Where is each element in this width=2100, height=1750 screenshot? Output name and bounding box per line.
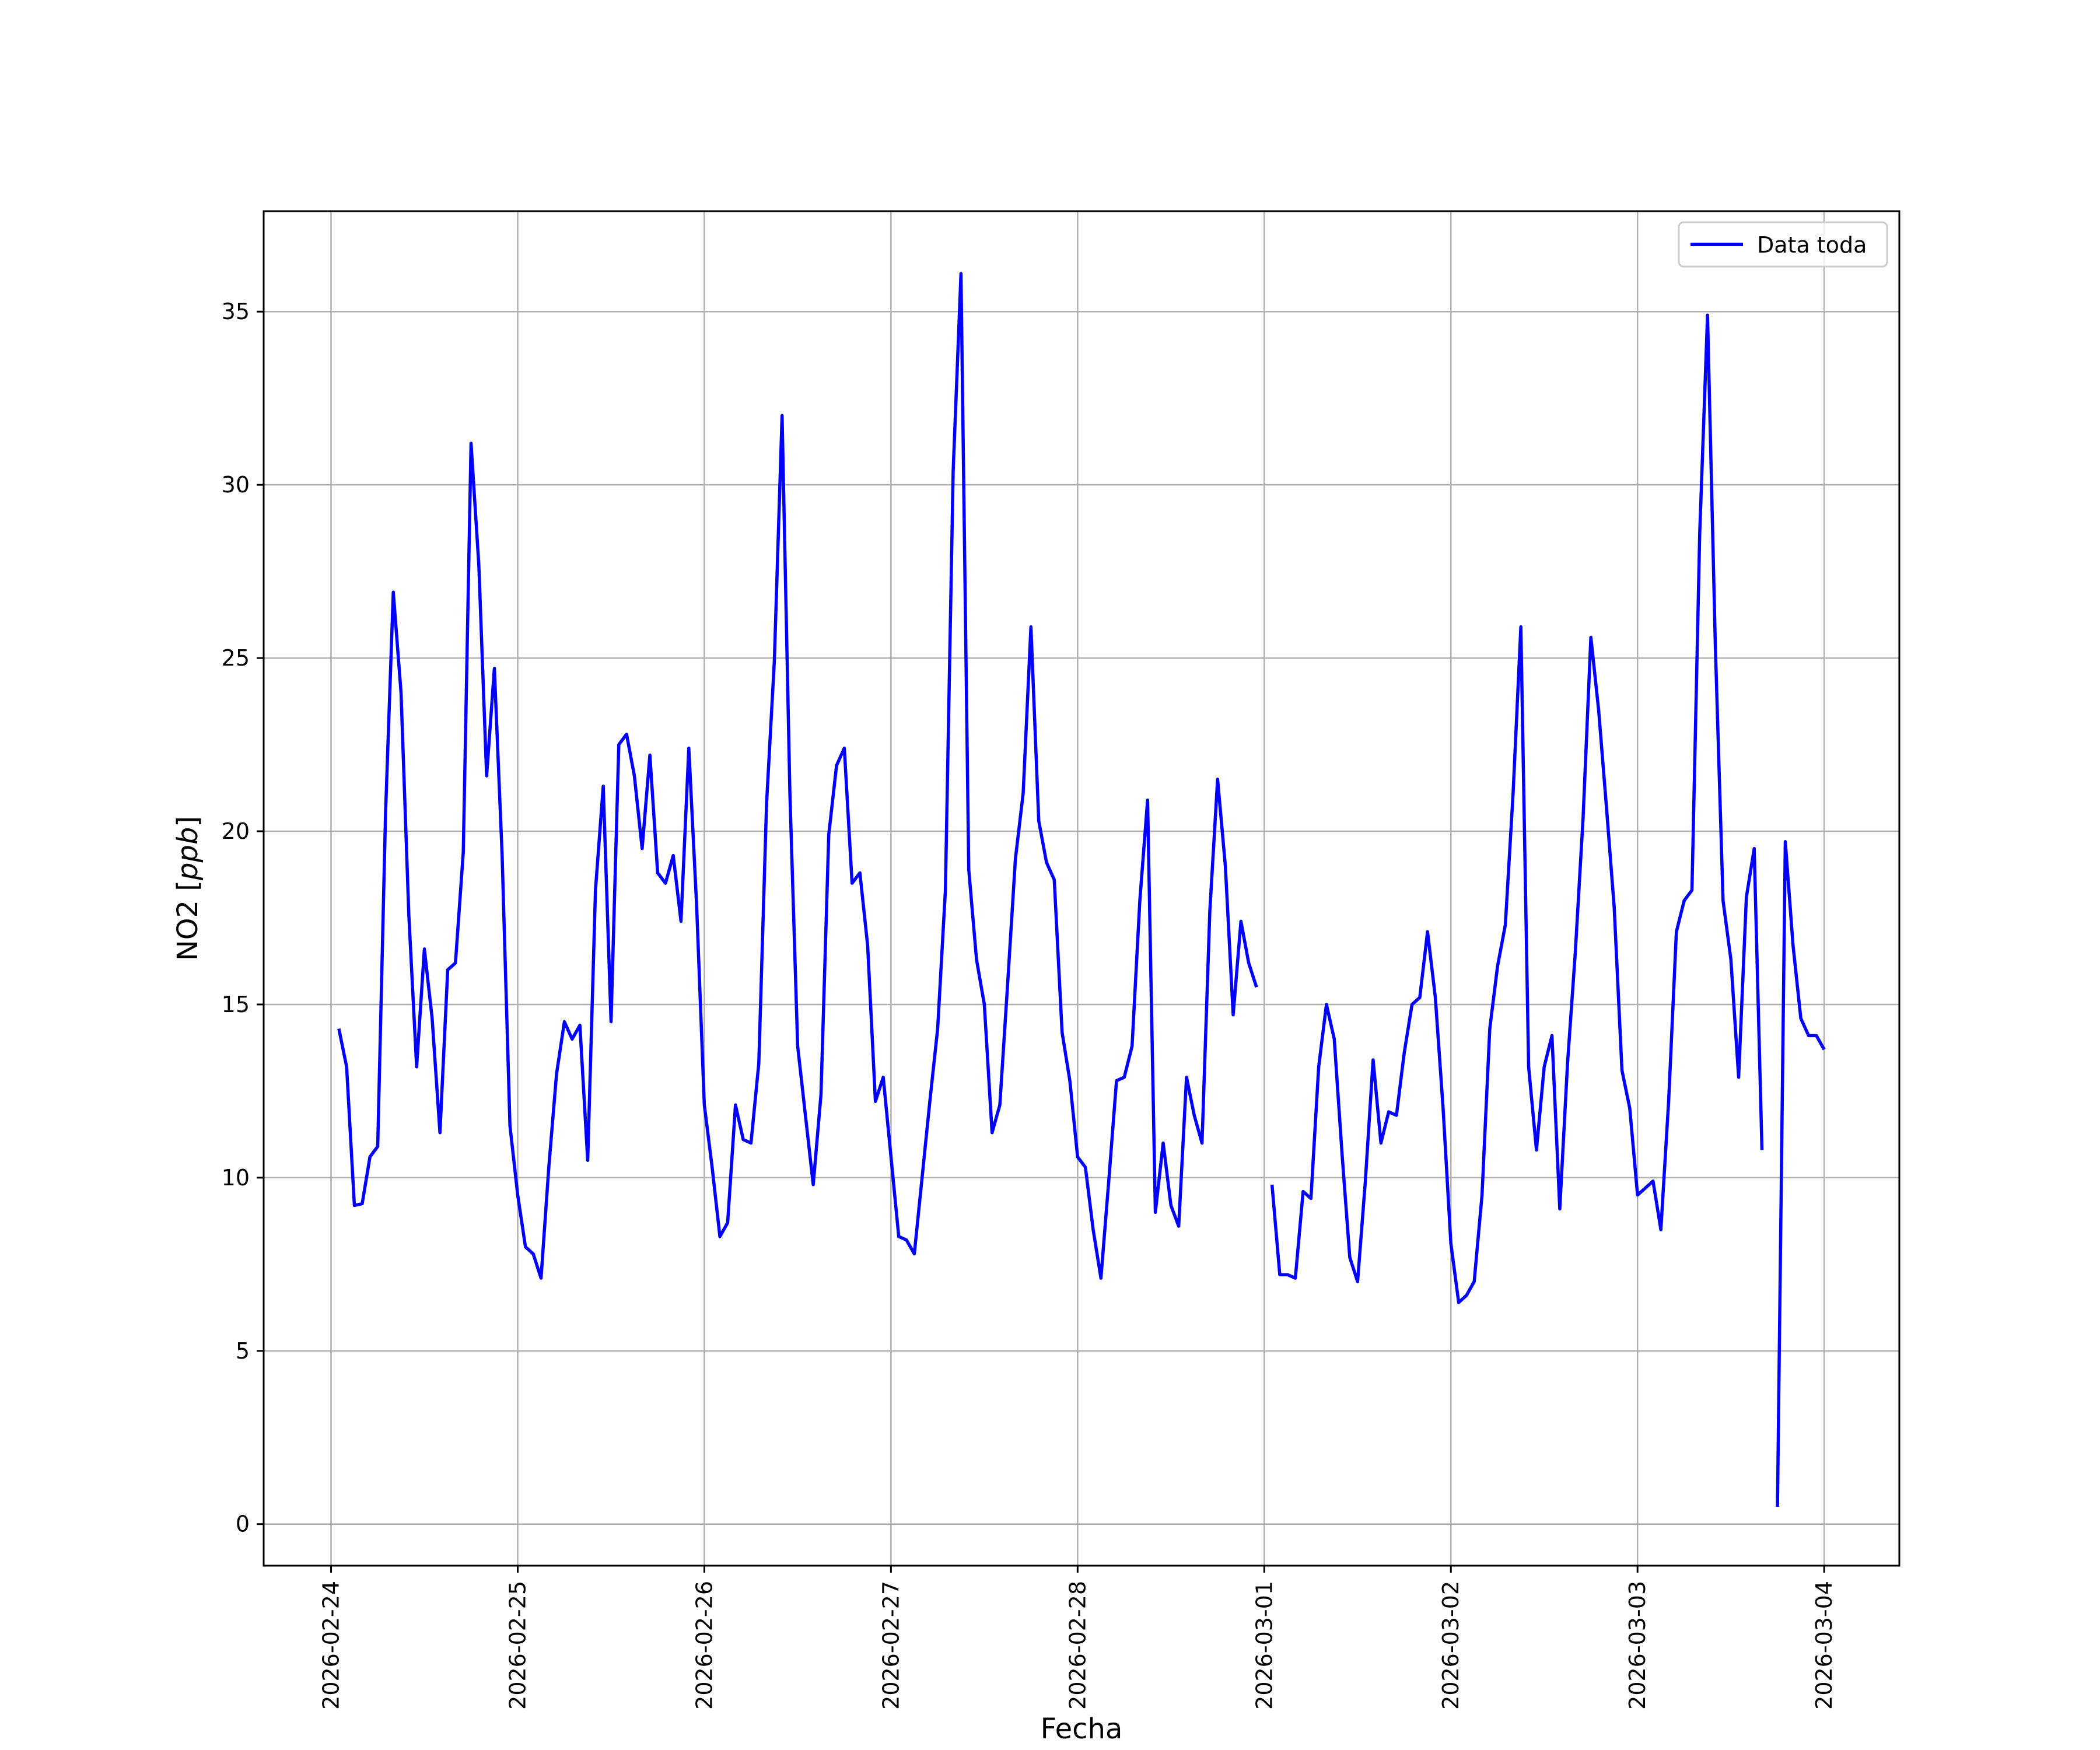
y-tick-label: 5 — [236, 1338, 250, 1364]
legend-label: Data toda — [1757, 232, 1867, 258]
series-line-segment — [337, 272, 1258, 1280]
legend: Data toda — [1678, 221, 1888, 268]
y-tick-label: 35 — [222, 299, 250, 324]
x-tick-label: 2026-02-27 — [878, 1581, 904, 1710]
x-tick-label: 2026-03-01 — [1251, 1581, 1277, 1710]
y-tick-label: 30 — [222, 472, 250, 498]
series-line-segment — [1776, 840, 1826, 1507]
x-tick-label: 2026-02-24 — [318, 1581, 344, 1710]
x-tick-label: 2026-03-03 — [1625, 1581, 1650, 1710]
x-tick-label: 2026-02-26 — [691, 1581, 717, 1710]
x-tick-label: 2026-03-04 — [1811, 1581, 1837, 1710]
series-line-segment — [1270, 313, 1764, 1304]
grid — [264, 211, 1899, 1566]
x-axis: 2026-02-24 2026-02-25 2026-02-26 2026-02-27… — [318, 1566, 1837, 1710]
y-axis-label: NO2 [ppb] — [172, 816, 204, 961]
x-tick-label: 2026-03-02 — [1438, 1581, 1464, 1710]
legend-box — [1678, 221, 1888, 268]
y-tick-label: 15 — [222, 992, 250, 1017]
y-tick-label: 0 — [236, 1511, 250, 1537]
y-tick-label: 20 — [222, 818, 250, 844]
x-tick-label: 2026-02-28 — [1065, 1581, 1090, 1710]
x-tick-label: 2026-02-25 — [505, 1581, 530, 1710]
y-axis: 0 5 10 15 20 25 30 35 — [222, 299, 264, 1537]
series-layer — [337, 272, 1826, 1507]
plot-frame — [262, 210, 1901, 1567]
y-tick-label: 10 — [222, 1165, 250, 1191]
x-axis-label: Fecha — [1041, 1713, 1123, 1745]
y-tick-label: 25 — [222, 645, 250, 671]
